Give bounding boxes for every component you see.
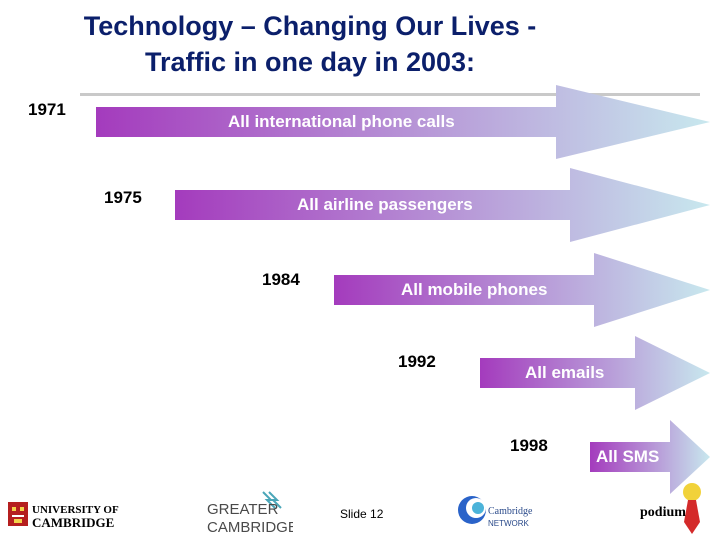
arrow-label: All mobile phones	[401, 280, 548, 299]
slide-title-line-1: Technology – Changing Our Lives -	[83, 11, 537, 41]
year-1975: 1975	[104, 188, 142, 207]
arrow-label: All SMS	[596, 447, 660, 466]
greater-cambridge-logo: GREATER CAMBRIDGE	[205, 488, 298, 538]
year-1984: 1984	[262, 270, 300, 289]
greater-logo-bottom: CAMBRIDGE	[207, 519, 293, 536]
year-1998: 1998	[510, 436, 548, 455]
year-1971: 1971	[28, 100, 66, 119]
arrow-shape	[334, 253, 710, 327]
timeline-arrow-1992: All emails	[480, 336, 710, 410]
arrow-shape	[480, 336, 710, 410]
timeline-arrow-1971: All international phone calls	[96, 85, 710, 159]
arrow-shape	[175, 168, 710, 242]
arrow-label: All international phone calls	[228, 112, 455, 131]
arrow-label: All emails	[525, 363, 605, 382]
timeline-arrow-1998: All SMS	[590, 420, 710, 494]
cambridge-network-logo: Cambridge NETWORK	[456, 490, 536, 536]
slide-number: Slide 12	[340, 507, 384, 521]
title-divider	[80, 93, 700, 96]
network-logo-top: Cambridge	[488, 506, 533, 517]
slide-title: Technology – Changing Our Lives - Traffi…	[0, 8, 620, 80]
arrow-label: All airline passengers	[297, 195, 473, 214]
timeline-arrow-1984: All mobile phones	[334, 253, 710, 327]
year-1992: 1992	[398, 352, 436, 371]
greater-logo-top: GREATER	[207, 501, 279, 518]
podium-logo: podium	[640, 478, 718, 536]
timeline-arrow-1975: All airline passengers	[175, 168, 710, 242]
arrow-shape	[96, 85, 710, 159]
podium-logo-text: podium	[640, 505, 686, 520]
cambridge-logo-bottom: CAMBRIDGE	[32, 515, 114, 530]
arrow-shape	[590, 420, 710, 494]
cambridge-logo-top: UNIVERSITY OF	[32, 504, 119, 516]
network-logo-bottom: NETWORK	[488, 519, 530, 528]
slide-title-line-2: Traffic in one day in 2003:	[144, 47, 476, 77]
university-of-cambridge-logo: UNIVERSITY OF CAMBRIDGE	[8, 498, 136, 534]
